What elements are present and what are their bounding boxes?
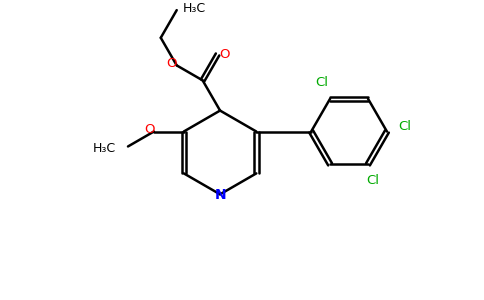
Text: O: O [166,57,177,70]
Text: O: O [219,48,230,61]
Text: Cl: Cl [366,174,379,187]
Text: H₃C: H₃C [93,142,116,155]
Text: Cl: Cl [398,120,411,133]
Text: Cl: Cl [316,76,329,89]
Text: N: N [214,188,226,202]
Text: H₃C: H₃C [182,2,206,15]
Text: O: O [145,123,155,136]
